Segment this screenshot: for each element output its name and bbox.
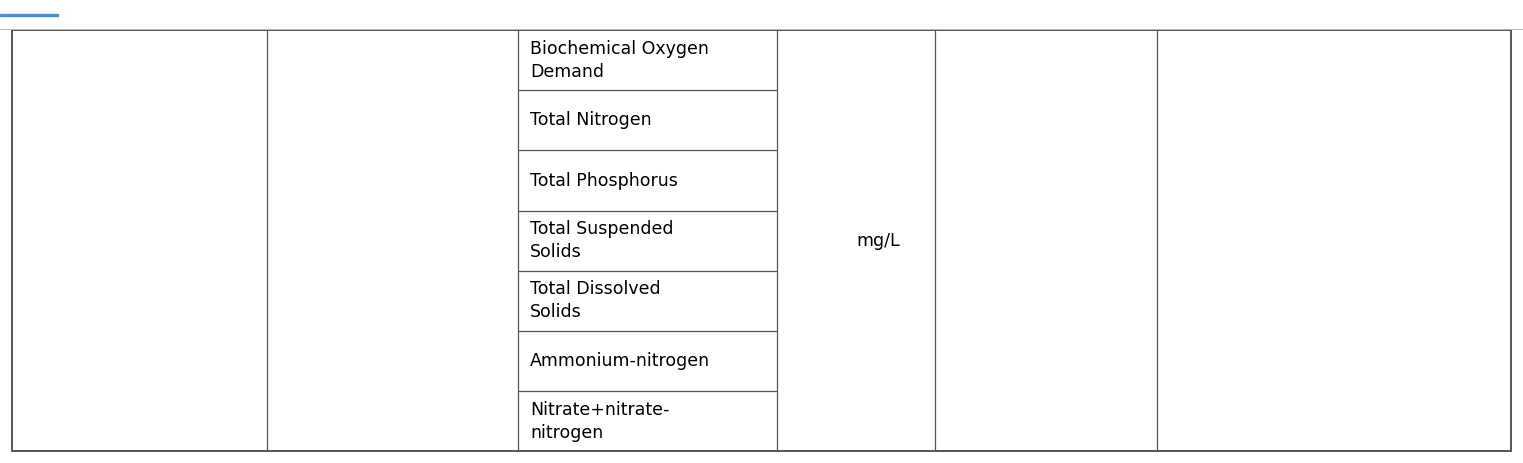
Text: Biochemical Oxygen
Demand: Biochemical Oxygen Demand	[530, 40, 708, 81]
Text: mg/L: mg/L	[856, 232, 900, 250]
Text: Total Suspended
Solids: Total Suspended Solids	[530, 220, 673, 261]
Text: Total Nitrogen: Total Nitrogen	[530, 112, 652, 129]
Text: Nitrate+nitrate-
nitrogen: Nitrate+nitrate- nitrogen	[530, 401, 670, 442]
Text: Total Dissolved
Solids: Total Dissolved Solids	[530, 281, 661, 321]
Text: Total Phosphorus: Total Phosphorus	[530, 172, 678, 189]
Text: Ammonium-nitrogen: Ammonium-nitrogen	[530, 352, 710, 370]
Bar	[0, 14, 58, 16]
